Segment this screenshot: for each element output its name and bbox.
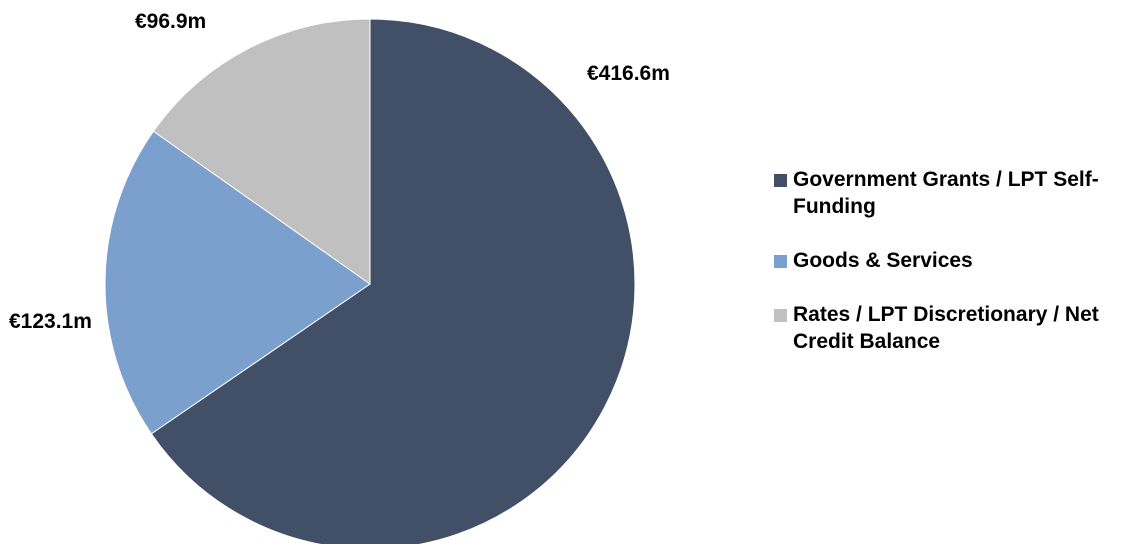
pie-slice-goods-services (104, 130, 371, 435)
legend-item-rates-lpt: Rates / LPT Discretionary / Net Credit B… (774, 301, 1136, 355)
legend-label-goods-services: Goods & Services (793, 249, 973, 272)
legend-item-goods-services: Goods & Services (774, 247, 1136, 274)
legend-swatch-goods-services (774, 255, 787, 268)
data-label-goods-services: €123.1m (9, 310, 92, 333)
data-label-rates-lpt: €96.9m (135, 10, 206, 33)
legend: Government Grants / LPT Self-Funding Goo… (774, 166, 1136, 382)
legend-swatch-rates-lpt (774, 309, 787, 322)
data-label-government-grants: €416.6m (587, 62, 670, 85)
legend-swatch-government-grants (774, 174, 787, 187)
pie-slice-government-grants (150, 18, 636, 544)
legend-label-rates-lpt: Rates / LPT Discretionary / Net Credit B… (793, 303, 1099, 353)
pie-slice-rates-lpt (152, 18, 371, 285)
legend-item-government-grants: Government Grants / LPT Self-Funding (774, 166, 1136, 220)
legend-label-government-grants: Government Grants / LPT Self-Funding (793, 168, 1099, 218)
pie-slices (104, 18, 636, 544)
